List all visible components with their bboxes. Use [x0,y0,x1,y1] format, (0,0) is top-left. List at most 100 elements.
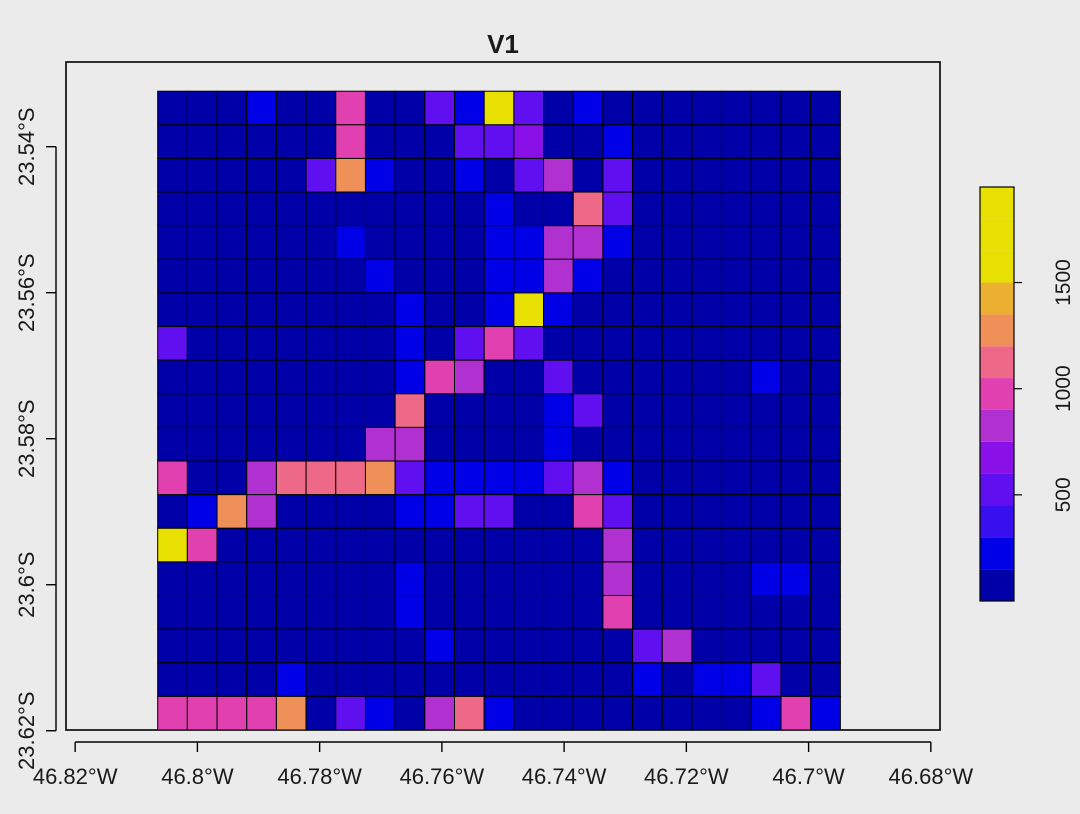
raster-cell [454,292,485,328]
raster-cell [186,426,218,462]
raster-cell [157,695,188,731]
raster-cell [394,292,426,328]
raster-cell [335,225,366,260]
raster-cell [721,460,752,496]
raster-cell [424,90,456,126]
raster-cell [661,292,693,328]
raster-cell [454,662,485,697]
raster-cell [661,157,693,193]
raster-cell [750,90,782,126]
raster-cell [810,393,841,428]
raster-cell [543,191,574,227]
raster-cell [157,595,188,630]
raster-cell [661,90,693,126]
raster-cell [216,561,248,597]
raster-cell [602,393,634,428]
raster-cell [661,393,693,428]
raster-cell [543,494,574,529]
raster-cell [632,359,663,395]
raster-cell [364,561,396,597]
raster-cell [750,359,782,395]
raster-cell [602,628,634,664]
raster-cell [424,225,456,260]
raster-cell [335,494,366,529]
raster-cell [632,662,663,697]
raster-cell [246,561,277,597]
legend-swatch [980,250,1014,283]
raster-cell [246,124,277,159]
raster-cell [246,494,277,529]
raster-cell [216,258,248,294]
raster-cell [543,595,574,630]
raster-cell [691,326,723,361]
raster-cell [305,527,337,563]
raster-cell [632,225,663,260]
raster-cell [661,258,693,294]
legend-swatch [980,346,1014,379]
raster-cell [394,225,426,260]
raster-cell [394,359,426,395]
raster-cell [305,157,337,193]
raster-cell [661,191,693,227]
raster-cell [632,157,663,193]
raster-cell [721,157,752,193]
raster-cell [572,258,604,294]
raster-cell [721,426,752,462]
raster-cell [186,393,218,428]
raster-cell [750,460,782,496]
raster-cell [335,90,366,126]
raster-cell [275,393,307,428]
raster-cell [424,460,456,496]
raster-cell [572,191,604,227]
raster-cell [305,90,337,126]
raster-cell [483,393,515,428]
raster-cell [246,292,277,328]
raster-cell [750,595,782,630]
raster-cell [691,225,723,260]
raster-cell [454,426,485,462]
raster-cell [275,595,307,630]
raster-cell [364,292,396,328]
raster-cell [246,157,277,193]
raster-cell [661,460,693,496]
raster-cell [305,628,337,664]
legend-tick-label: 500 [1052,477,1075,512]
raster-cell [483,695,515,731]
raster-cell [424,595,456,630]
raster-cell [335,292,366,328]
raster-cell [454,124,485,159]
y-tick-label: 23.56°S [14,253,39,332]
raster-cell [572,494,604,529]
raster-cell [750,292,782,328]
raster-cell [691,292,723,328]
raster-cell [602,527,634,563]
raster-cell [157,124,188,159]
x-tick-label: 46.74°W [522,764,607,789]
raster-cell [632,695,663,731]
raster-cell [810,494,841,529]
raster-cell [364,494,396,529]
x-tick-label: 46.68°W [889,764,974,789]
raster-cell [246,695,277,731]
raster-cell [780,225,812,260]
raster-cell [572,393,604,428]
raster-cell [513,561,545,597]
raster-cell [483,628,515,664]
raster-cell [335,191,366,227]
raster-cell [454,393,485,428]
raster-cell [424,393,456,428]
raster-cell [454,595,485,630]
raster-cell [632,90,663,126]
raster-cell [721,359,752,395]
raster-cell [572,527,604,563]
raster-cell [513,157,545,193]
raster-cell [632,191,663,227]
raster-cell [186,561,218,597]
raster-cell [216,494,248,529]
raster-cell [335,124,366,159]
raster-cell [810,595,841,630]
legend-swatch [980,378,1014,410]
color-legend: 500 1000 1500 [979,186,1075,602]
raster-cell [335,326,366,361]
raster-cell [483,595,515,630]
